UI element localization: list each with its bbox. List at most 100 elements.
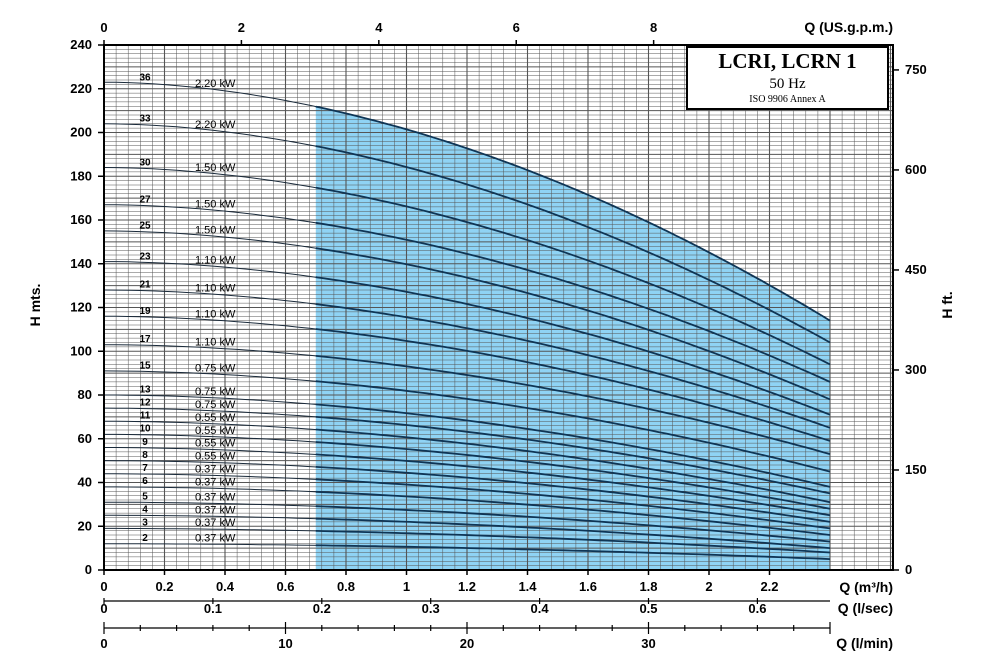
chart-frequency: 50 Hz	[769, 76, 806, 92]
y-axis-title: H mts.	[27, 284, 43, 327]
y-tick-label: 80	[78, 387, 92, 402]
x-top-tick-label: 4	[375, 20, 383, 35]
y-tick-label: 0	[85, 562, 92, 577]
y-right-tick-label: 450	[905, 262, 927, 277]
y-tick-label: 240	[70, 37, 92, 52]
stage-label-5: 5	[142, 491, 148, 502]
chart-title: LCRI, LCRN 1	[718, 49, 856, 73]
power-label-36: 2.20 kW	[195, 78, 236, 90]
x-top-tick-label: 0	[100, 20, 107, 35]
stage-label-7: 7	[142, 463, 148, 474]
stage-label-4: 4	[142, 504, 148, 515]
power-label-15: 0.75 kW	[195, 362, 236, 374]
y-right-axis-title: H ft.	[939, 291, 955, 318]
x-tick-label: 0.6	[276, 579, 294, 594]
x-lsec-tick-label: 0.3	[422, 601, 440, 616]
stage-label-8: 8	[142, 450, 148, 461]
power-label-6: 0.37 kW	[195, 476, 236, 488]
x-lmin-tick-label: 0	[100, 636, 107, 651]
power-label-11: 0.55 kW	[195, 412, 236, 424]
x-lsec-tick-label: 0.5	[639, 601, 657, 616]
power-label-2: 0.37 kW	[195, 532, 236, 544]
x-lsec-tick-label: 0.6	[748, 601, 766, 616]
x-top-tick-label: 6	[513, 20, 520, 35]
stage-label-15: 15	[139, 360, 151, 371]
stage-label-9: 9	[142, 437, 148, 448]
stage-label-3: 3	[142, 518, 148, 529]
stage-label-13: 13	[139, 384, 151, 395]
stage-label-23: 23	[139, 251, 151, 262]
chart-standard: ISO 9906 Annex A	[749, 94, 826, 105]
x-tick-label: 0.4	[216, 579, 235, 594]
curve-op-25	[315, 247, 831, 401]
power-label-12: 0.75 kW	[195, 399, 236, 411]
x-lsec-axis-title: Q (l/sec)	[838, 600, 893, 616]
curve-op-7	[315, 478, 831, 530]
power-label-25: 1.50 kW	[195, 225, 236, 237]
curve-op-23	[315, 276, 831, 416]
stage-label-6: 6	[142, 476, 148, 487]
x-lsec-tick-label: 0.1	[204, 601, 222, 616]
x-tick-label: 0.2	[155, 579, 173, 594]
x-top-tick-label: 8	[650, 20, 657, 35]
x-tick-label: 2.2	[760, 579, 778, 594]
x-tick-label: 0	[100, 579, 107, 594]
y-tick-label: 120	[70, 300, 92, 315]
y-right-tick-label: 600	[905, 162, 927, 177]
power-label-7: 0.37 kW	[195, 464, 236, 476]
power-label-17: 1.10 kW	[195, 336, 236, 348]
title-box: LCRI, LCRN 1 50 Hz ISO 9906 Annex A	[686, 46, 889, 110]
x-lsec-tick-label: 0.4	[531, 601, 550, 616]
curve-op-3	[315, 530, 831, 554]
power-label-3: 0.37 kW	[195, 517, 236, 529]
power-label-5: 0.37 kW	[195, 491, 236, 503]
x-lmin-tick-label: 30	[641, 636, 655, 651]
x-tick-label: 1.6	[579, 579, 597, 594]
y-tick-label: 100	[70, 343, 92, 358]
stage-label-33: 33	[139, 114, 151, 125]
power-label-21: 1.10 kW	[195, 283, 236, 295]
x-tick-label: 1.2	[458, 579, 476, 594]
x-top-axis-title: Q (US.g.p.m.)	[804, 19, 893, 35]
y-tick-label: 20	[78, 518, 92, 533]
curve-op-11	[315, 428, 831, 504]
y-tick-label: 220	[70, 81, 92, 96]
stage-label-21: 21	[139, 280, 151, 291]
power-label-9: 0.55 kW	[195, 438, 236, 450]
curve-op-10	[315, 441, 831, 510]
y-right-tick-label: 0	[905, 562, 912, 577]
stage-label-10: 10	[139, 424, 151, 435]
stage-label-30: 30	[139, 157, 151, 168]
stage-label-2: 2	[142, 533, 148, 544]
x-tick-label: 1.4	[518, 579, 537, 594]
y-tick-label: 60	[78, 431, 92, 446]
curves	[103, 81, 831, 560]
stage-label-36: 36	[139, 72, 151, 83]
power-label-23: 1.10 kW	[195, 255, 236, 267]
stage-label-27: 27	[139, 194, 151, 205]
curve-op-30	[315, 186, 831, 366]
y-tick-label: 40	[78, 475, 92, 490]
curve-op-5	[315, 505, 831, 543]
power-label-8: 0.55 kW	[195, 451, 236, 463]
stage-label-11: 11	[140, 411, 151, 422]
curve-op-6	[315, 490, 831, 536]
stage-label-17: 17	[139, 334, 151, 345]
y-tick-label: 180	[70, 168, 92, 183]
stage-label-19: 19	[139, 306, 151, 317]
curve-op-9	[315, 453, 831, 517]
curve-op-2	[315, 544, 831, 560]
curve-op-27	[315, 221, 831, 383]
curve-op-8	[315, 466, 831, 523]
x-tick-label: 1	[403, 579, 410, 594]
x-lsec-tick-label: 0	[100, 601, 107, 616]
stage-label-25: 25	[139, 221, 151, 232]
y-right-tick-label: 750	[905, 62, 927, 77]
stage-label-12: 12	[139, 398, 151, 409]
curve-op-33	[315, 145, 831, 344]
power-label-4: 0.37 kW	[195, 504, 236, 516]
power-label-33: 2.20 kW	[195, 119, 236, 131]
x-tick-label: 1.8	[639, 579, 657, 594]
